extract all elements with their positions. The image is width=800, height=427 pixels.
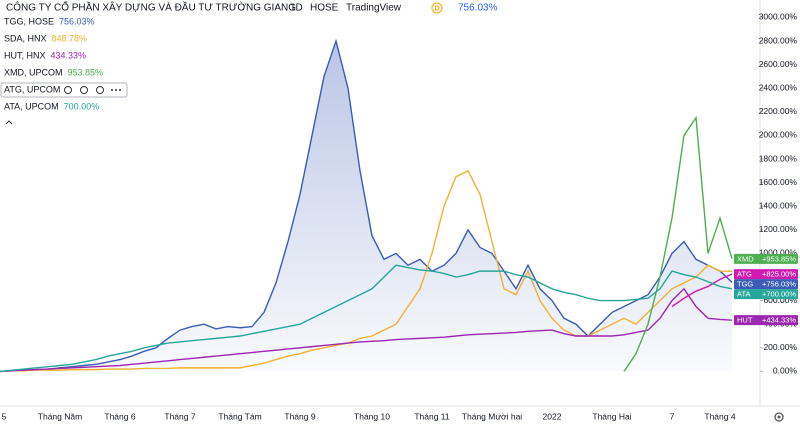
y-tick-label: 3000.00%: [759, 12, 798, 22]
more-icon[interactable]: [111, 89, 113, 91]
legend-name[interactable]: XMD, UPCOM: [4, 67, 63, 77]
x-tick-label: Tháng Năm: [38, 411, 82, 421]
legend-name[interactable]: ATG, UPCOM: [4, 84, 60, 94]
x-tick-label: Tháng 9: [284, 411, 315, 421]
price-label-value: +700.00%: [762, 290, 796, 299]
x-tick-label: 2022: [543, 411, 562, 421]
legend-value: 848.78%: [52, 33, 88, 43]
y-tick-label: 0.00%: [773, 366, 798, 376]
y-tick-label: 200.00%: [763, 342, 797, 352]
brand: TradingView: [346, 3, 402, 14]
x-tick-label: Tháng 4: [704, 411, 735, 421]
y-tick-label: 2800.00%: [759, 35, 798, 45]
price-label-box: [734, 289, 798, 300]
price-label-value: +953.85%: [762, 254, 796, 263]
x-tick-label: 5: [2, 411, 7, 421]
price-label-symbol: TGG: [737, 280, 753, 289]
y-tick-label: 1200.00%: [759, 224, 798, 234]
x-tick-label: 7: [670, 411, 675, 421]
legend-value: 756.03%: [59, 16, 95, 26]
collapse-icon[interactable]: [5, 120, 13, 125]
eye-icon[interactable]: [64, 86, 72, 94]
x-tick-label: Tháng 11: [414, 411, 450, 421]
settings-icon[interactable]: [774, 412, 784, 422]
y-tick-label: 2600.00%: [759, 59, 798, 69]
legend-name[interactable]: HUT, HNX: [4, 50, 46, 60]
x-tick-label: Tháng Mười hai: [462, 411, 523, 421]
y-tick-label: 1000.00%: [759, 248, 798, 258]
price-label-box: [734, 279, 798, 290]
price-label-symbol: XMD: [737, 254, 754, 263]
price-label-box: [734, 315, 798, 326]
legend: CÔNG TY CỔ PHẦN XÂY DỰNG VÀ ĐẦU TƯ TRƯỜN…: [0, 1, 498, 125]
legend-name[interactable]: ATA, UPCOM: [4, 101, 59, 111]
remove-icon[interactable]: [96, 86, 104, 94]
legend-value: 700.00%: [64, 101, 100, 111]
price-label-symbol: ATA: [737, 290, 750, 299]
chart-title: CÔNG TY CỔ PHẦN XÂY DỰNG VÀ ĐẦU TƯ TRƯỜN…: [6, 1, 296, 14]
price-label-value: +825.00%: [762, 270, 796, 279]
series-line: [0, 287, 733, 373]
y-tick-label: 1800.00%: [759, 153, 798, 163]
plot-area: [0, 38, 733, 373]
series-line: [0, 264, 733, 373]
settings-icon[interactable]: [80, 86, 88, 94]
price-label-box: [734, 269, 798, 280]
badge-circle: [431, 2, 443, 14]
series-line: [0, 169, 733, 373]
price-label-symbol: ATG: [737, 270, 752, 279]
more-icon[interactable]: [115, 89, 117, 91]
price-label-symbol: HUT: [737, 316, 753, 325]
x-tick-label: Tháng 10: [354, 411, 390, 421]
price-label-value: +756.03%: [762, 280, 796, 289]
price-label-box: [734, 253, 798, 264]
series-line: [623, 115, 733, 372]
price-labels: XMD +953.85% ATG +825.00% TGG +756.03% ATA +700…: [734, 253, 798, 326]
x-tick-label: Tháng 6: [104, 411, 135, 421]
more-icon[interactable]: [119, 89, 121, 91]
badge: D: [434, 5, 439, 12]
legend-value: 434.33%: [51, 50, 87, 60]
x-tick-label: Tháng Tám: [218, 411, 261, 421]
y-tick-label: 1600.00%: [759, 177, 798, 187]
exchange: HOSE: [310, 3, 339, 14]
y-tick-label: 2000.00%: [759, 130, 798, 140]
x-tick-label: Tháng Hai: [592, 411, 631, 421]
y-tick-label: 2400.00%: [759, 82, 798, 92]
x-tick-label: Tháng 7: [164, 411, 195, 421]
y-tick-label: 2200.00%: [759, 106, 798, 116]
legend-value: 953.85%: [68, 67, 104, 77]
price-label-value: +434.33%: [762, 316, 796, 325]
legend-name[interactable]: TGG, HOSE: [4, 16, 54, 26]
header-value: 756.03%: [458, 3, 498, 14]
series-line: [671, 273, 733, 308]
legend-name[interactable]: SDA, HNX: [4, 33, 47, 43]
y-tick-label: 600.00%: [763, 295, 797, 305]
series-line: [0, 38, 733, 373]
y-tick-label: 1400.00%: [759, 200, 798, 210]
interval: 1D: [290, 3, 303, 14]
